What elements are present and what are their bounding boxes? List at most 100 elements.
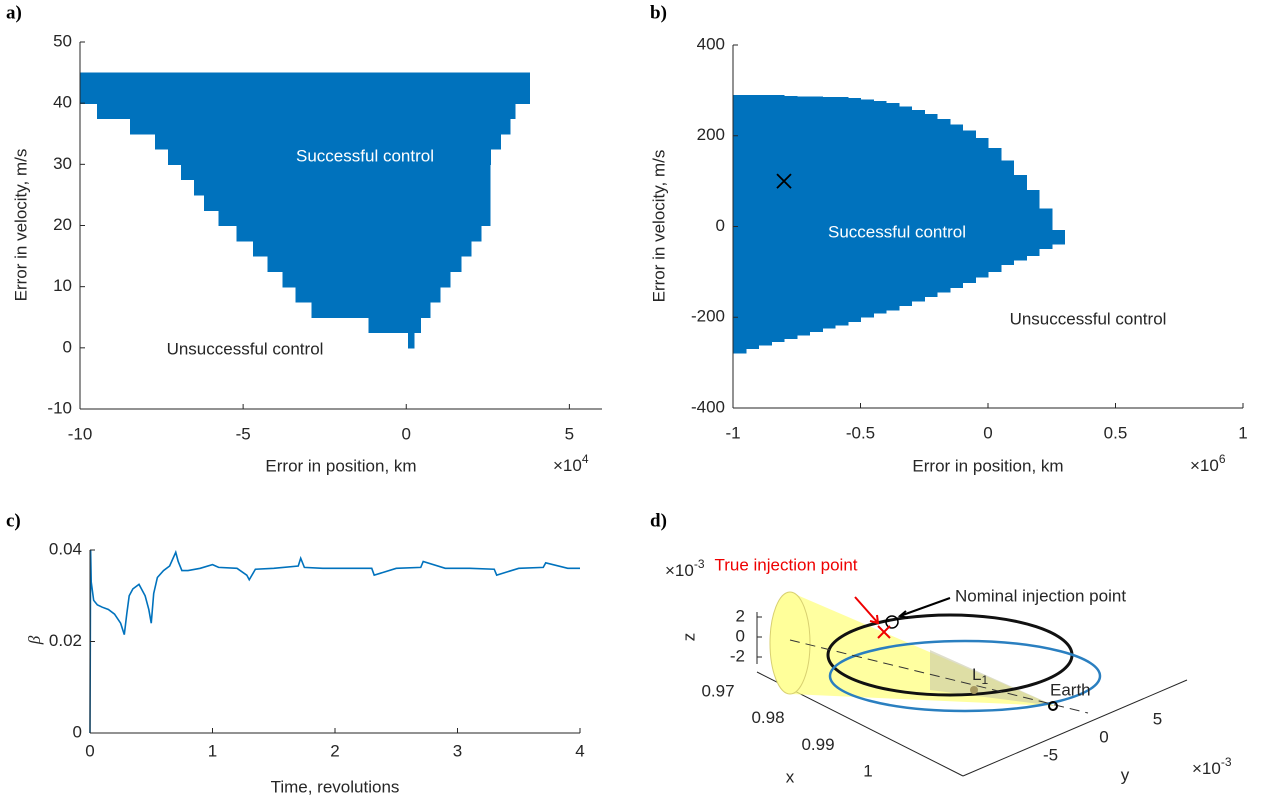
orbit <box>828 639 1102 713</box>
y-axis-label: Error in velocity, m/s <box>11 149 30 302</box>
y-tick-label: 0 <box>63 337 72 356</box>
region-column <box>873 100 887 314</box>
z-tick-label: 2 <box>736 606 745 625</box>
region-column <box>962 130 976 284</box>
x-tick-label: 0.97 <box>701 681 734 700</box>
true-point <box>877 625 891 639</box>
z-multiplier: ×10-3 <box>665 557 705 580</box>
y-tick-label: -5 <box>1043 745 1058 764</box>
region-row <box>96 103 516 120</box>
x-tick-label: 0.99 <box>801 735 834 754</box>
region-column <box>771 94 785 343</box>
region-column <box>758 94 772 346</box>
y-axis-label: Error in velocity, m/s <box>649 150 668 303</box>
x-tick-label: 3 <box>453 741 462 760</box>
x-tick-label: 4 <box>575 741 584 760</box>
region <box>733 94 1066 354</box>
region-column <box>784 95 798 340</box>
region-row <box>194 179 491 196</box>
region <box>80 72 531 349</box>
nominal-point <box>885 615 899 629</box>
x-axis-label: Time, revolutions <box>271 777 400 796</box>
x-axis-label: Error in position, km <box>265 456 416 475</box>
region-column <box>796 96 811 336</box>
panel-label: b) <box>650 2 667 23</box>
region-column <box>847 98 862 322</box>
subscript: 1 <box>981 673 988 687</box>
region-row <box>129 118 511 135</box>
y-tick-label: 20 <box>53 215 72 234</box>
panel-label: a) <box>6 2 22 23</box>
line <box>89 549 580 734</box>
power: -3 <box>694 557 705 571</box>
l1-point <box>970 686 978 694</box>
region-row <box>295 286 441 303</box>
x-tick-label: -5 <box>236 424 251 443</box>
region-column <box>911 109 925 302</box>
x-tick-label: 1 <box>208 741 217 760</box>
region-column <box>937 118 951 293</box>
x-tick-label: 0.98 <box>751 708 784 727</box>
region-row <box>252 240 472 257</box>
cone-shadow <box>930 650 1055 706</box>
x-tick-label: 1 <box>1238 423 1247 442</box>
region-row <box>282 271 451 288</box>
region-row <box>203 194 491 211</box>
point-label: L1 <box>972 665 988 687</box>
x-tick-label: -1 <box>725 423 740 442</box>
annotation: Nominal injection point <box>955 586 1126 605</box>
z-tick-label: 0 <box>736 626 745 645</box>
x-tick-label: 1 <box>863 762 872 781</box>
region-column <box>860 99 874 318</box>
region-column <box>1000 160 1015 266</box>
region-row <box>311 301 431 318</box>
earth <box>1048 701 1058 711</box>
multiplier: ×10 <box>1190 456 1219 475</box>
region-column <box>733 94 747 354</box>
region-column <box>835 97 849 326</box>
panel-label: c) <box>6 510 21 531</box>
x-tick-label: -10 <box>68 424 93 443</box>
region-row <box>155 133 501 150</box>
region-row <box>168 149 492 165</box>
axis-line <box>789 639 1089 714</box>
region-column <box>1039 208 1053 250</box>
y-tick-label: 10 <box>53 276 72 295</box>
x-axis-label: Error in position, km <box>912 456 1063 475</box>
region-column <box>1013 175 1027 261</box>
y-multiplier: ×10-3 <box>1192 755 1232 778</box>
label: L <box>972 665 981 684</box>
y-tick-label: 0 <box>716 216 725 235</box>
region-column <box>822 97 836 329</box>
panel-label: d) <box>650 510 667 531</box>
y-axis-label: β <box>25 635 44 645</box>
y-tick-label: 50 <box>53 31 72 50</box>
multiplier: ×10 <box>553 456 582 475</box>
y-tick-label: 0.04 <box>49 539 82 558</box>
annotation: Successful control <box>828 222 966 241</box>
region-row <box>236 225 482 242</box>
x-tick-label: 0 <box>983 423 992 442</box>
y-tick-label: 40 <box>53 93 72 112</box>
region-row <box>218 210 491 227</box>
annotation: Unsuccessful control <box>167 339 324 358</box>
region-column <box>975 138 989 278</box>
power: 4 <box>582 452 589 466</box>
region-column <box>988 148 1002 272</box>
region-column <box>1051 230 1066 245</box>
annotation: Earth <box>1050 680 1091 699</box>
x-tick-label: 0.5 <box>1104 423 1128 442</box>
y-tick-label: 30 <box>53 154 72 173</box>
y-tick-label: 0 <box>73 722 82 741</box>
y-axis <box>962 679 1188 777</box>
y-tick-label: 0 <box>1099 727 1108 746</box>
z-axis-label: z <box>679 633 698 642</box>
y-tick-label: -200 <box>691 307 725 326</box>
marker <box>776 173 792 189</box>
x-axis-label: x <box>786 767 795 786</box>
y-tick-label: 200 <box>697 125 725 144</box>
region-column <box>886 103 900 311</box>
x-tick-label: 5 <box>565 424 574 443</box>
y-tick-label: -400 <box>691 397 725 416</box>
